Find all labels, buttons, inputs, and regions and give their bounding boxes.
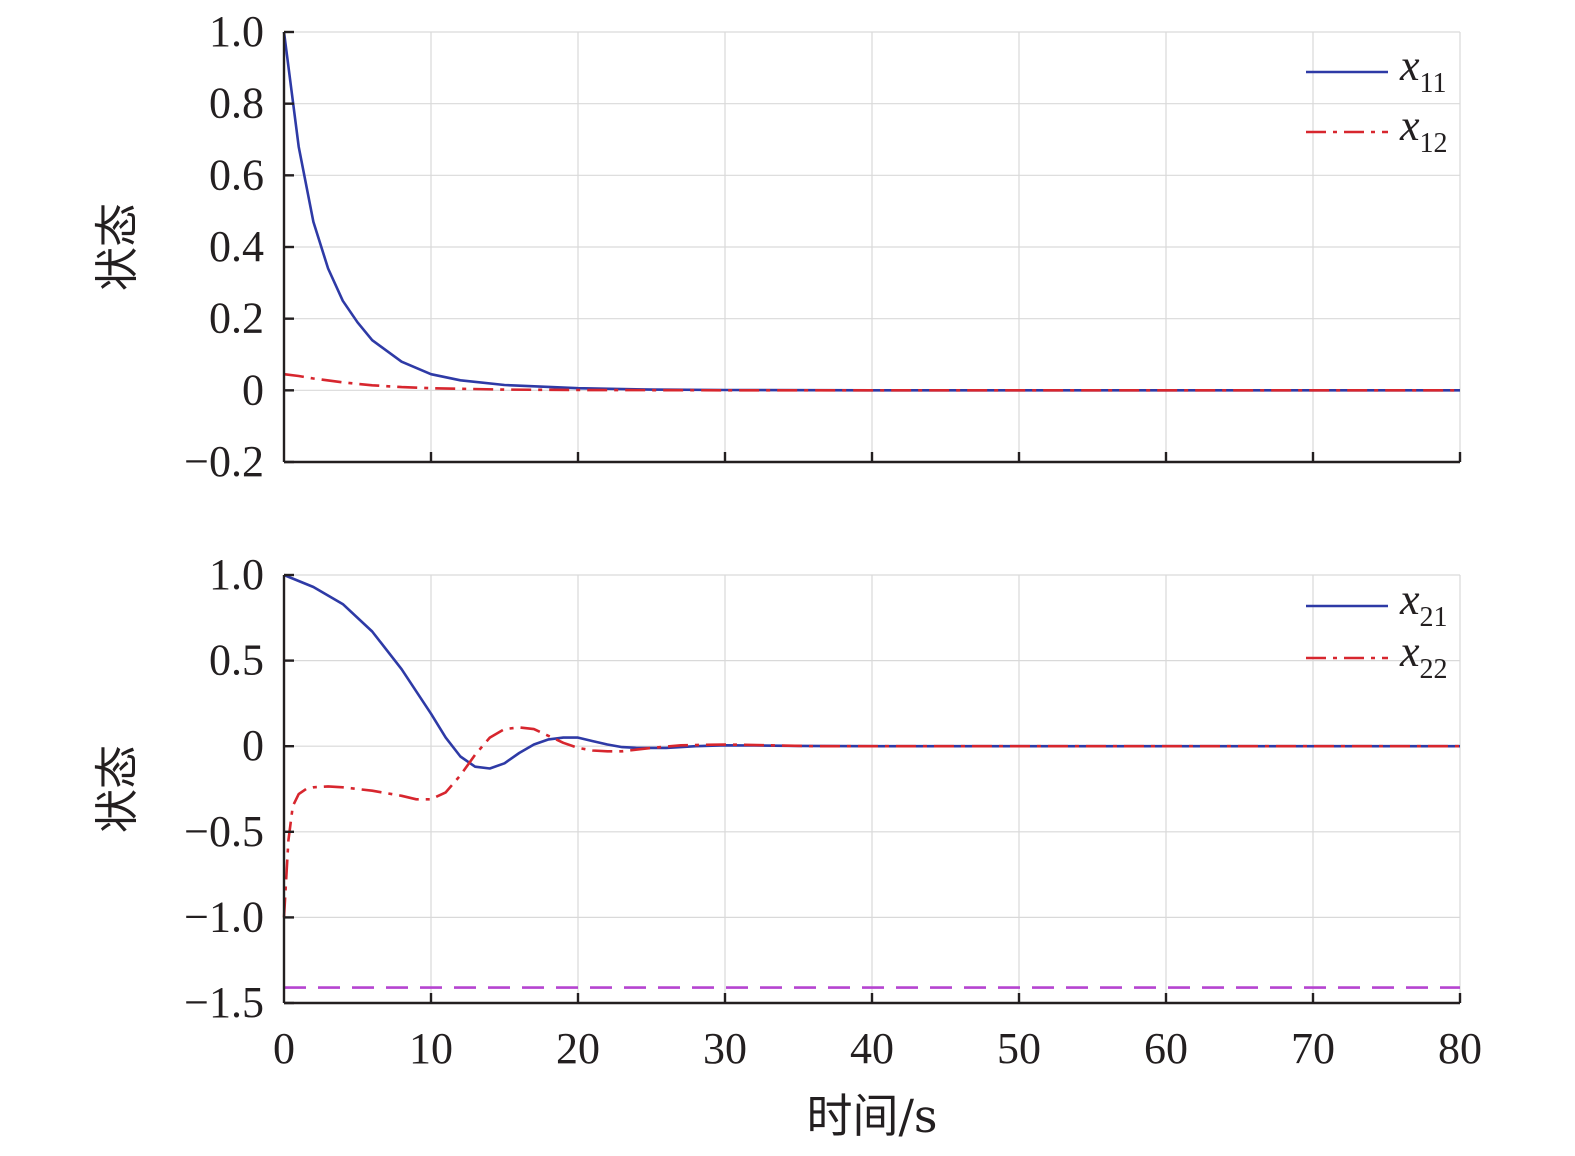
y-tick-label: −0.2: [184, 437, 264, 486]
series-line-x22: [282, 726, 1460, 918]
y-tick-label: 1.0: [209, 7, 264, 56]
legend-label-x22: x22: [1399, 627, 1448, 685]
y-tick-label: −1.5: [184, 978, 264, 1027]
y-tick-label: 0: [242, 721, 264, 770]
x-axis-label: 时间/s: [806, 1089, 937, 1143]
x-tick-label: 40: [850, 1024, 894, 1073]
y-tick-label: 0.6: [209, 150, 264, 199]
legend-label-x12: x12: [1399, 101, 1448, 159]
legend-label-x21: x21: [1399, 575, 1448, 633]
x-tick-label: 50: [997, 1024, 1041, 1073]
y-tick-label: 0: [242, 365, 264, 414]
y-axis-label: 状态: [92, 203, 143, 291]
x-tick-label: 60: [1144, 1024, 1188, 1073]
series-line-x12: [283, 372, 1460, 392]
y-axis-label: 状态: [92, 745, 143, 833]
x-tick-label: 0: [273, 1024, 295, 1073]
x-tick-label: 80: [1438, 1024, 1482, 1073]
bottom-panel: 1.00.50−0.5−1.0−1.50 10 20 30 40 50 60 70 80状态x2…: [92, 550, 1482, 1073]
y-tick-label: 0.4: [209, 222, 264, 271]
y-tick-label: −0.5: [184, 807, 264, 856]
y-tick-label: 1.0: [209, 550, 264, 599]
legend-label-x11: x11: [1399, 41, 1447, 99]
x-tick-label: 70: [1291, 1024, 1335, 1073]
y-tick-label: 0.2: [209, 294, 264, 343]
y-tick-label: 0.8: [209, 79, 264, 128]
y-tick-label: −1.0: [184, 892, 264, 941]
x-tick-label: 30: [703, 1024, 747, 1073]
y-tick-label: 0.5: [209, 636, 264, 685]
x-tick-label: 10: [409, 1024, 453, 1073]
x-tick-label: 20: [556, 1024, 600, 1073]
